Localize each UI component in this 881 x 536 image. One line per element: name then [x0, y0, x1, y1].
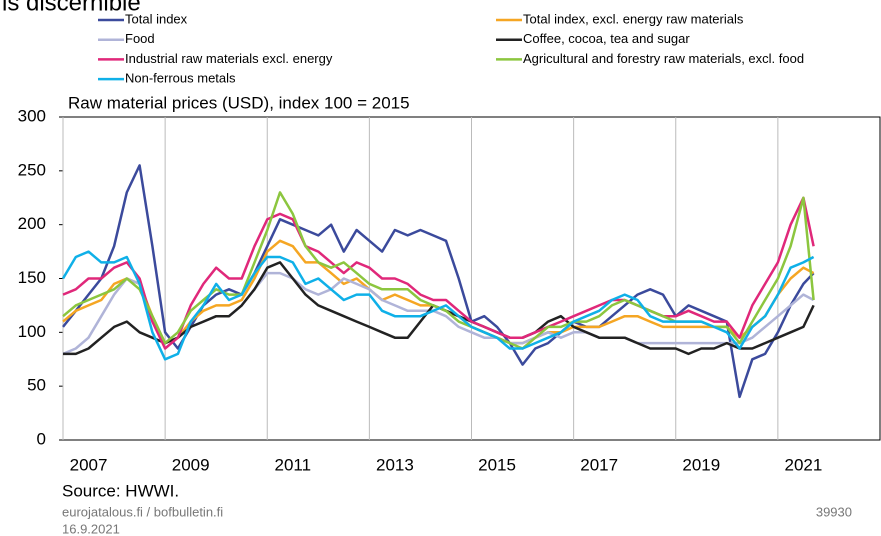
series-line: [61, 250, 815, 361]
legend-label: Non-ferrous metals: [125, 71, 236, 86]
x-tick-label: 2015: [478, 455, 516, 474]
legend-label: Food: [125, 31, 155, 46]
x-tick-label: 2021: [784, 455, 822, 474]
legend-label: Total index: [125, 11, 188, 26]
series-line: [62, 164, 815, 399]
footer-id: 39930: [816, 504, 852, 519]
y-tick-label: 200: [18, 214, 46, 233]
y-tick-label: 50: [27, 376, 46, 395]
series-line: [62, 239, 815, 345]
y-tick-label: 0: [37, 429, 46, 448]
heading: is discernible: [2, 0, 141, 16]
series-line: [62, 271, 815, 356]
source: Source: HWWI.: [62, 481, 179, 500]
x-tick-label: 2019: [682, 455, 720, 474]
x-tick-label: 2011: [275, 455, 312, 474]
x-tick-label: 2007: [70, 455, 108, 474]
chart-title: Raw material prices (USD), index 100 = 2…: [68, 93, 410, 112]
footer-site: eurojatalous.fi / bofbulletin.fi: [62, 504, 223, 519]
x-tick-label: 2009: [172, 455, 210, 474]
series-line: [62, 196, 815, 350]
legend-label: Agricultural and forestry raw materials,…: [523, 51, 804, 66]
legend-label: Industrial raw materials excl. energy: [125, 51, 333, 66]
legend-label: Coffee, cocoa, tea and sugar: [523, 31, 690, 46]
y-tick-label: 250: [18, 160, 46, 179]
x-tick-label: 2013: [376, 455, 414, 474]
footer-date: 16.9.2021: [62, 521, 120, 536]
y-tick-label: 300: [18, 106, 46, 125]
y-tick-label: 100: [18, 322, 46, 341]
y-tick-label: 150: [18, 268, 46, 287]
series-line: [62, 191, 815, 350]
x-tick-label: 2017: [580, 455, 618, 474]
legend-label: Total index, excl. energy raw materials: [523, 11, 744, 26]
